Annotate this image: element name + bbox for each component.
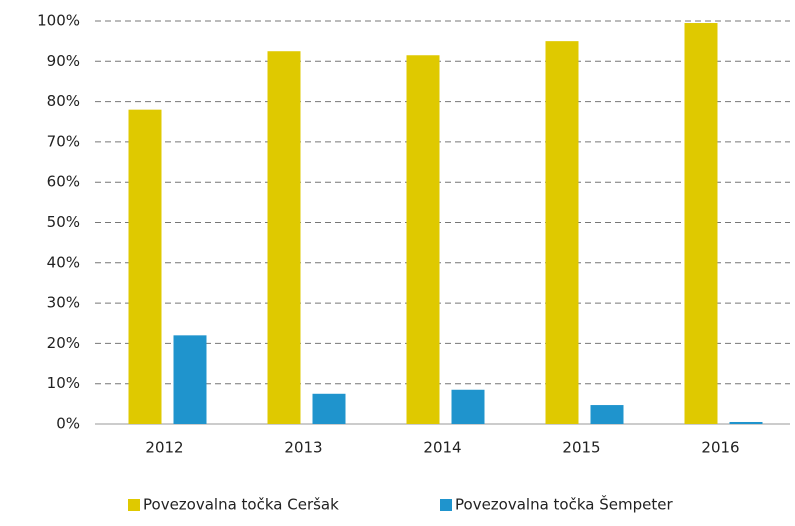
y-tick-label: 40% — [47, 253, 80, 271]
bar — [590, 405, 624, 424]
bar — [267, 51, 301, 424]
y-tick-label: 60% — [47, 173, 80, 191]
bar — [128, 109, 162, 424]
x-tick-label: 2014 — [423, 439, 461, 457]
bar — [684, 23, 718, 424]
x-tick-label: 2015 — [562, 439, 600, 457]
y-tick-label: 0% — [56, 415, 80, 433]
legend-swatch — [440, 499, 452, 511]
bar — [729, 421, 763, 424]
y-tick-label: 20% — [47, 334, 80, 352]
y-tick-label: 80% — [47, 92, 80, 110]
y-tick-label: 70% — [47, 132, 80, 150]
bar — [173, 335, 207, 424]
y-tick-label: 30% — [47, 294, 80, 312]
y-tick-label: 90% — [47, 52, 80, 70]
y-tick-label: 10% — [47, 374, 80, 392]
bar — [312, 393, 346, 424]
y-tick-label: 100% — [37, 12, 80, 30]
legend-label: Povezovalna točka Šempeter — [455, 495, 673, 514]
x-tick-label: 2013 — [284, 439, 322, 457]
x-tick-label: 2012 — [145, 439, 183, 457]
x-tick-label: 2016 — [701, 439, 739, 457]
bar — [451, 389, 485, 424]
bar — [406, 55, 440, 424]
legend-label: Povezovalna točka Ceršak — [143, 496, 339, 514]
y-tick-label: 50% — [47, 213, 80, 231]
legend-swatch — [128, 499, 140, 511]
bar — [545, 41, 579, 425]
